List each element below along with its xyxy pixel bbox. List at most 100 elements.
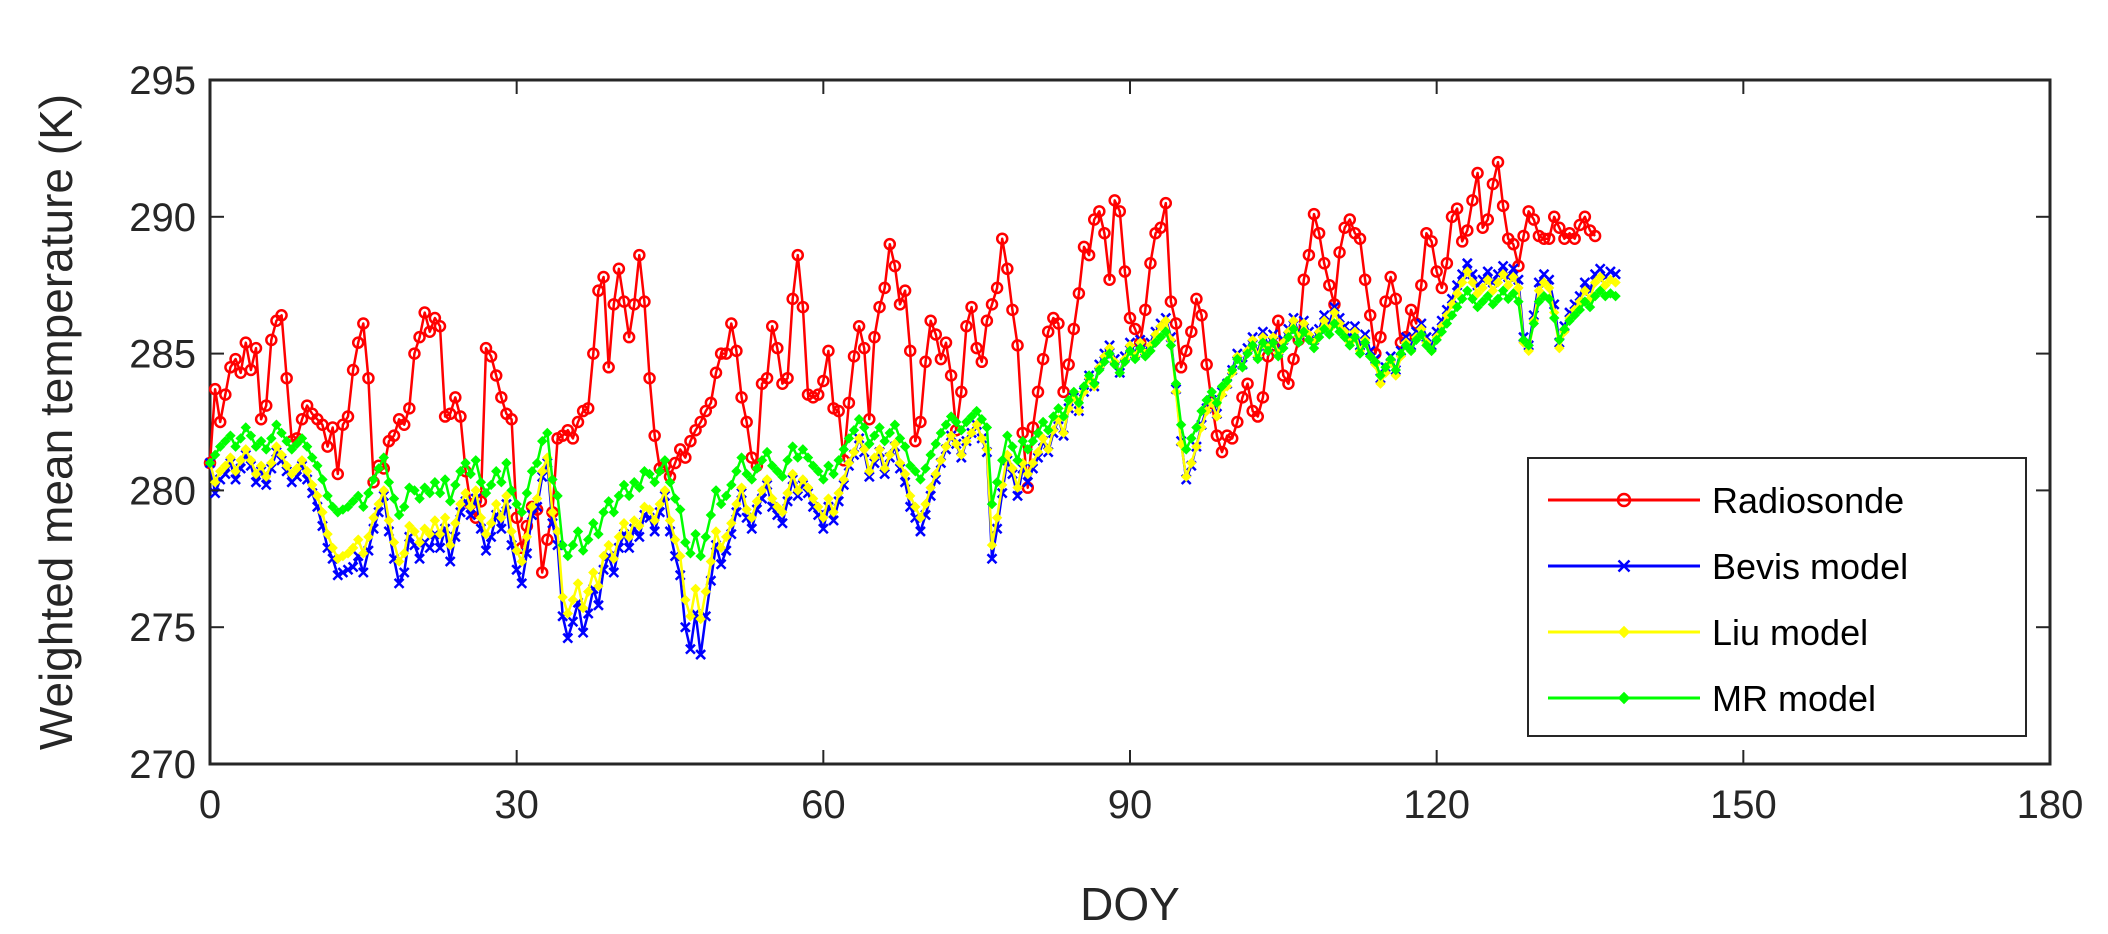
- data-point: [869, 452, 880, 463]
- data-point: [562, 550, 573, 562]
- data-point: [879, 463, 890, 474]
- data-point: [577, 545, 589, 556]
- data-point: [1333, 246, 1346, 259]
- data-point: [265, 333, 278, 347]
- data-point: [593, 580, 604, 592]
- data-point: [940, 441, 952, 452]
- data-point: [700, 586, 711, 597]
- data-point: [1380, 362, 1391, 373]
- data-point: [378, 452, 389, 463]
- data-point: [552, 490, 563, 502]
- data-point: [1012, 455, 1023, 466]
- data-point: [346, 363, 360, 377]
- data-point: [710, 485, 722, 496]
- data-point: [1329, 301, 1340, 313]
- data-point: [521, 487, 533, 499]
- data-point: [378, 485, 389, 496]
- data-point: [1440, 257, 1454, 270]
- data-point: [874, 444, 885, 455]
- data-point: [566, 432, 580, 445]
- data-point: [981, 422, 993, 433]
- data-point: [939, 336, 953, 349]
- data-point: [1431, 334, 1442, 346]
- data-point: [1329, 307, 1340, 318]
- data-point: [608, 553, 619, 565]
- data-point: [215, 441, 226, 452]
- data-point: [986, 539, 998, 551]
- data-point: [704, 396, 718, 410]
- data-point: [883, 237, 897, 251]
- data-point: [491, 466, 502, 477]
- data-point: [1011, 339, 1024, 352]
- data-point: [341, 410, 355, 423]
- data-point: [1007, 441, 1018, 452]
- data-point: [373, 498, 384, 510]
- data-point: [535, 566, 549, 579]
- data-point: [930, 468, 941, 480]
- data-point: [940, 419, 952, 430]
- data-point: [1159, 196, 1173, 210]
- legend-box: [1527, 457, 2027, 737]
- data-point: [741, 468, 752, 480]
- data-point: [1031, 385, 1045, 399]
- data-point: [1543, 282, 1555, 294]
- data-point: [1241, 377, 1254, 390]
- data-point: [714, 347, 728, 360]
- data-point: [1446, 310, 1458, 321]
- data-point: [1012, 482, 1023, 493]
- data-point: [705, 509, 717, 521]
- data-point: [510, 511, 523, 525]
- data-point: [414, 493, 425, 504]
- data-point: [409, 526, 420, 537]
- data-point: [592, 284, 605, 297]
- data-point: [261, 471, 272, 482]
- data-point: [301, 466, 313, 477]
- data-point: [915, 512, 926, 523]
- data-point: [643, 371, 656, 385]
- data-point: [358, 548, 369, 559]
- data-point: [1308, 342, 1320, 354]
- data-point: [1317, 257, 1331, 270]
- data-point: [1528, 318, 1539, 329]
- data-point: [644, 468, 655, 480]
- data-point: [1578, 210, 1592, 224]
- data-point: [562, 632, 574, 644]
- data-point: [1435, 281, 1449, 295]
- data-point: [526, 501, 538, 513]
- data-point: [1318, 309, 1330, 321]
- data-point: [593, 599, 604, 611]
- data-point: [398, 567, 410, 578]
- data-point: [1098, 226, 1111, 240]
- data-point: [1610, 290, 1621, 302]
- data-point: [413, 330, 426, 344]
- data-point: [424, 528, 435, 540]
- data-point: [403, 402, 416, 415]
- data-point: [1036, 352, 1050, 366]
- data-point: [695, 613, 706, 625]
- data-point: [668, 456, 682, 470]
- data-point: [817, 374, 830, 388]
- data-point: [276, 449, 287, 461]
- data-point: [1179, 344, 1193, 358]
- data-point: [1487, 285, 1499, 296]
- data-point: [1190, 292, 1203, 306]
- data-point: [506, 485, 517, 496]
- data-point: [1354, 348, 1366, 359]
- data-point: [874, 422, 885, 433]
- data-point: [715, 558, 727, 570]
- data-point: [1610, 277, 1621, 288]
- data-point: [593, 528, 604, 540]
- data-point: [756, 455, 768, 466]
- data-point: [209, 449, 221, 461]
- data-point: [434, 487, 446, 499]
- x-tick-label: 60: [801, 783, 846, 827]
- data-point: [1032, 427, 1044, 439]
- data-point: [496, 512, 507, 523]
- data-point: [491, 498, 502, 510]
- data-point: [924, 314, 937, 328]
- data-point: [1068, 386, 1079, 398]
- data-point: [1022, 476, 1034, 488]
- data-point: [1569, 310, 1580, 321]
- data-point: [388, 493, 400, 504]
- data-point: [899, 468, 911, 480]
